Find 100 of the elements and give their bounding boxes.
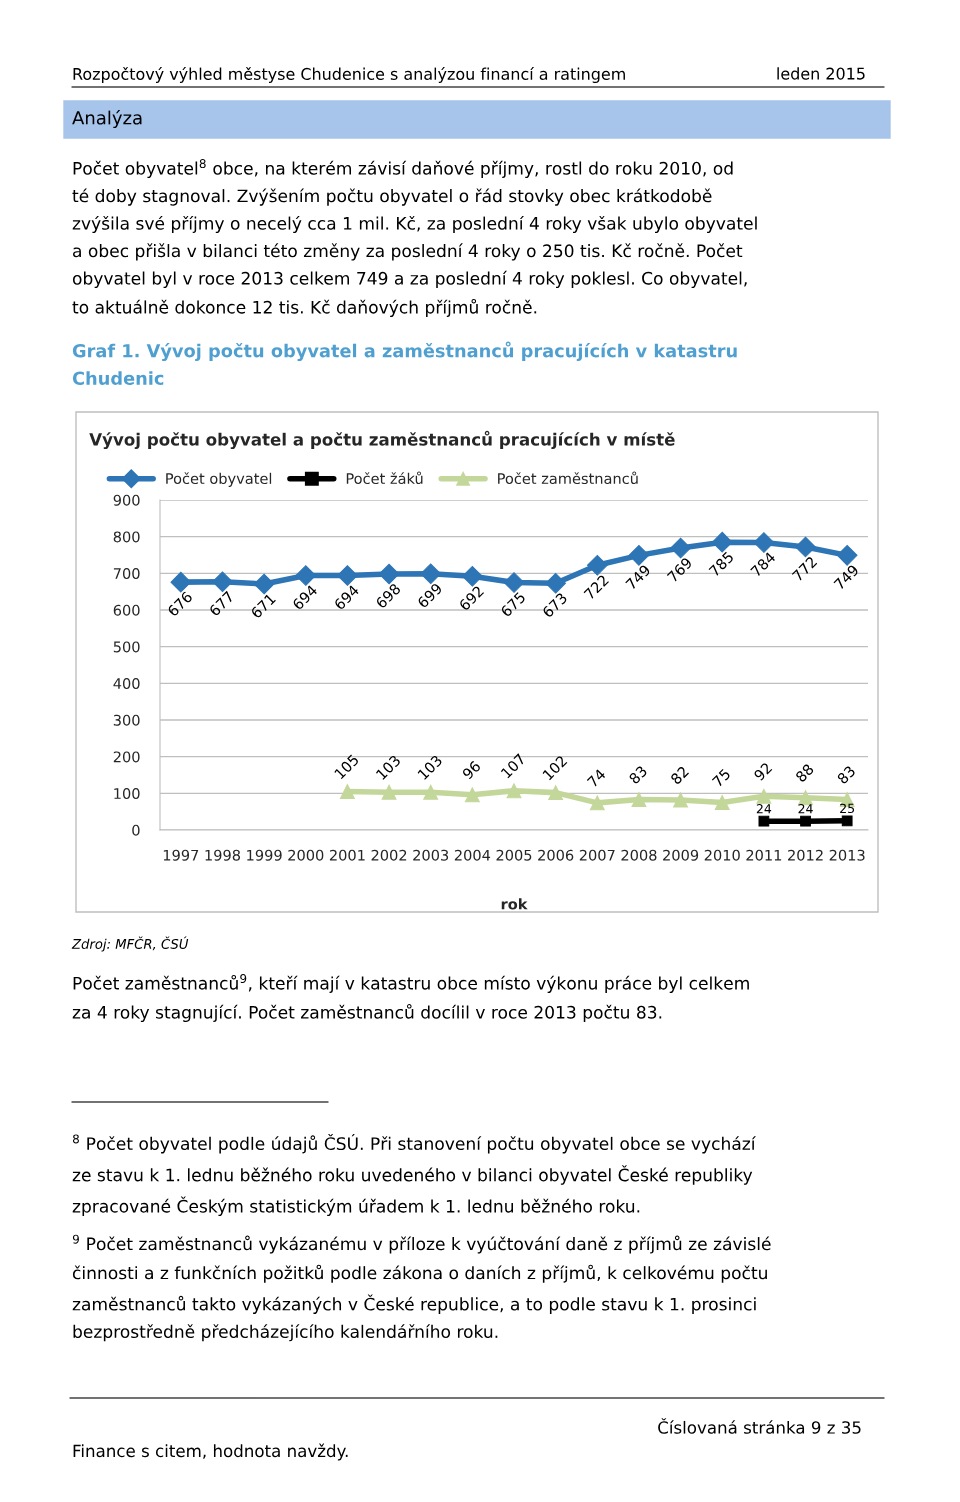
text: Finance s citem, hodnota navždy.: [73, 1443, 348, 1461]
y-tick-label: 100: [114, 788, 140, 800]
data-label: 722: [583, 574, 609, 600]
x-tick-label: 2002: [371, 849, 407, 861]
y-tick-label: 500: [113, 641, 140, 653]
data-label: 749: [833, 564, 860, 591]
data-label: 96: [461, 760, 482, 780]
point: [548, 785, 564, 801]
data-label: 698: [375, 582, 402, 609]
point: [758, 815, 770, 827]
data-label: 103: [375, 754, 402, 781]
y-tick-label: 700: [113, 568, 140, 580]
data-label: 82: [669, 765, 690, 785]
point: [378, 563, 400, 585]
x-tick-label: 2004: [454, 849, 491, 861]
y-tick-label: 0: [132, 824, 140, 836]
text: Číslovaná stránka 9 z 35: [658, 1418, 861, 1434]
data-label: 694: [291, 584, 319, 611]
x-tick-label: 1998: [205, 849, 241, 861]
chart-title: Vývoj počtu obyvatel a počtu zaměstnanců pracujících v místě: [89, 430, 675, 450]
point: [800, 815, 811, 827]
point: [711, 531, 733, 553]
point: [462, 565, 483, 587]
point: [337, 565, 358, 586]
point: [506, 783, 522, 799]
text: Rozpočtový výhled městyse Chudenice s analýzou financí a ratingem: [73, 66, 625, 84]
legend-label: Počet zaměstnanců: [498, 471, 638, 485]
point: [841, 815, 853, 827]
point: [589, 795, 605, 811]
x-tick-label: 2012: [788, 849, 823, 861]
x-axis-title: rok: [501, 898, 528, 910]
point: [253, 573, 275, 595]
text: Analýza: [72, 109, 142, 129]
x-tick-label: 2000: [288, 849, 324, 861]
x-tick-label: 1997: [163, 849, 199, 861]
point: [631, 792, 647, 808]
point: [673, 792, 689, 808]
data-label: 749: [625, 564, 652, 591]
data-label: 694: [333, 584, 360, 611]
data-label: 675: [500, 591, 526, 618]
data-label: 677: [208, 590, 235, 617]
text: $^{8}$ Počet obyvatel podle údajů ČSÚ. Při stanovení počtu obyvatel obce se vychází ze stavu k 1. lednu běžného roku uvedeného v bilanci obyvatel České republiky zpracované Českým statistickým úřadem k 1. lednu běžného roku.: [72, 1134, 756, 1216]
data-label: 671: [250, 593, 276, 619]
x-tick-label: 2003: [413, 849, 449, 861]
data-label: 24: [798, 804, 813, 814]
point: [420, 563, 442, 585]
point: [170, 571, 192, 593]
legend-label: Počet obyvatel: [166, 472, 272, 487]
x-tick-label: 2010: [704, 849, 740, 861]
text: Počet zaměstnanců$^{9}$, kteří mají v katastru obce místo výkonu práce byl celkem za 4 roky stagnující. Počet zaměstnanců docílil v roce 2013 počtu 83.: [72, 973, 749, 1023]
point: [628, 545, 650, 566]
data-label: 83: [628, 765, 648, 785]
data-label: 92: [753, 762, 773, 782]
point: [836, 545, 858, 566]
x-tick-label: 2009: [663, 849, 699, 861]
y-tick-label: 200: [113, 751, 140, 763]
x-tick-label: 2005: [496, 849, 532, 861]
x-tick-label: 2006: [538, 849, 574, 861]
data-label: 785: [708, 551, 735, 577]
y-tick-label: 400: [113, 678, 140, 690]
data-label: 75: [711, 768, 731, 788]
point: [545, 572, 566, 594]
point: [381, 784, 397, 800]
data-label: 784: [750, 551, 777, 578]
point: [670, 537, 691, 559]
x-tick-label: 1999: [247, 849, 282, 861]
data-label: 676: [166, 590, 194, 617]
y-tick-label: 900: [113, 494, 140, 506]
text: Počet obyvatel$^{8}$ obce, na kterém závisí daňové příjmy, rostl do roku 2010, od té doby stagnoval. Zvýšením počtu obyvatel o řád stovky obec krátkodobě zvýšila své příjmy o necelý cca 1 mil. Kč, za poslední 4 roky však ubylo obyvatel a obec přišla v bilanci této změny za poslední 4 roky o 250 tis. Kč ročně. Počet obyvatel byl v roce 2013 celkem 749 a za poslední 4 roky poklesl. Co obyvatel, to aktuálně dokonce 12 tis. Kč daňových příjmů ročně.: [72, 159, 757, 317]
data-label: 692: [458, 585, 485, 612]
data-label: 102: [542, 755, 568, 781]
data-label: 74: [586, 768, 607, 788]
point: [503, 572, 525, 593]
legend-label: Počet žáků: [346, 471, 423, 485]
x-tick-label: 2007: [579, 849, 615, 861]
y-tick-label: 300: [113, 714, 140, 726]
data-label: 673: [541, 592, 568, 619]
data-label: 772: [791, 556, 818, 582]
data-label: 88: [794, 763, 815, 783]
x-tick-label: 2011: [746, 849, 782, 861]
data-label: 83: [836, 765, 856, 785]
x-tick-label: 2001: [329, 849, 365, 861]
data-label: 24: [756, 804, 772, 814]
data-label: 103: [417, 754, 443, 781]
y-tick-label: 800: [113, 531, 140, 543]
data-label: 769: [666, 556, 693, 583]
point: [423, 784, 439, 800]
data-label: 699: [416, 582, 443, 609]
text: leden 2015: [777, 67, 865, 80]
y-tick-label: 600: [113, 604, 140, 616]
point: [212, 571, 233, 593]
point: [464, 787, 480, 803]
x-tick-label: 2008: [621, 849, 657, 861]
point: [753, 532, 775, 553]
text: $^{9}$ Počet zaměstnanců vykázanému v příloze k vyúčtování daně z příjmů ze závislé činnosti a z funkčních požitků podle zákona o daních z příjmů, k celkovému počtu zaměstnanců takto vykázaných v České republice, a to podle stavu k 1. prosinci bezprostředně předcházejícího kalendářního roku.: [72, 1234, 771, 1342]
point: [756, 788, 772, 804]
point: [339, 784, 355, 799]
x-tick-label: 2013: [829, 849, 865, 861]
point: [714, 795, 730, 810]
point: [795, 536, 816, 558]
